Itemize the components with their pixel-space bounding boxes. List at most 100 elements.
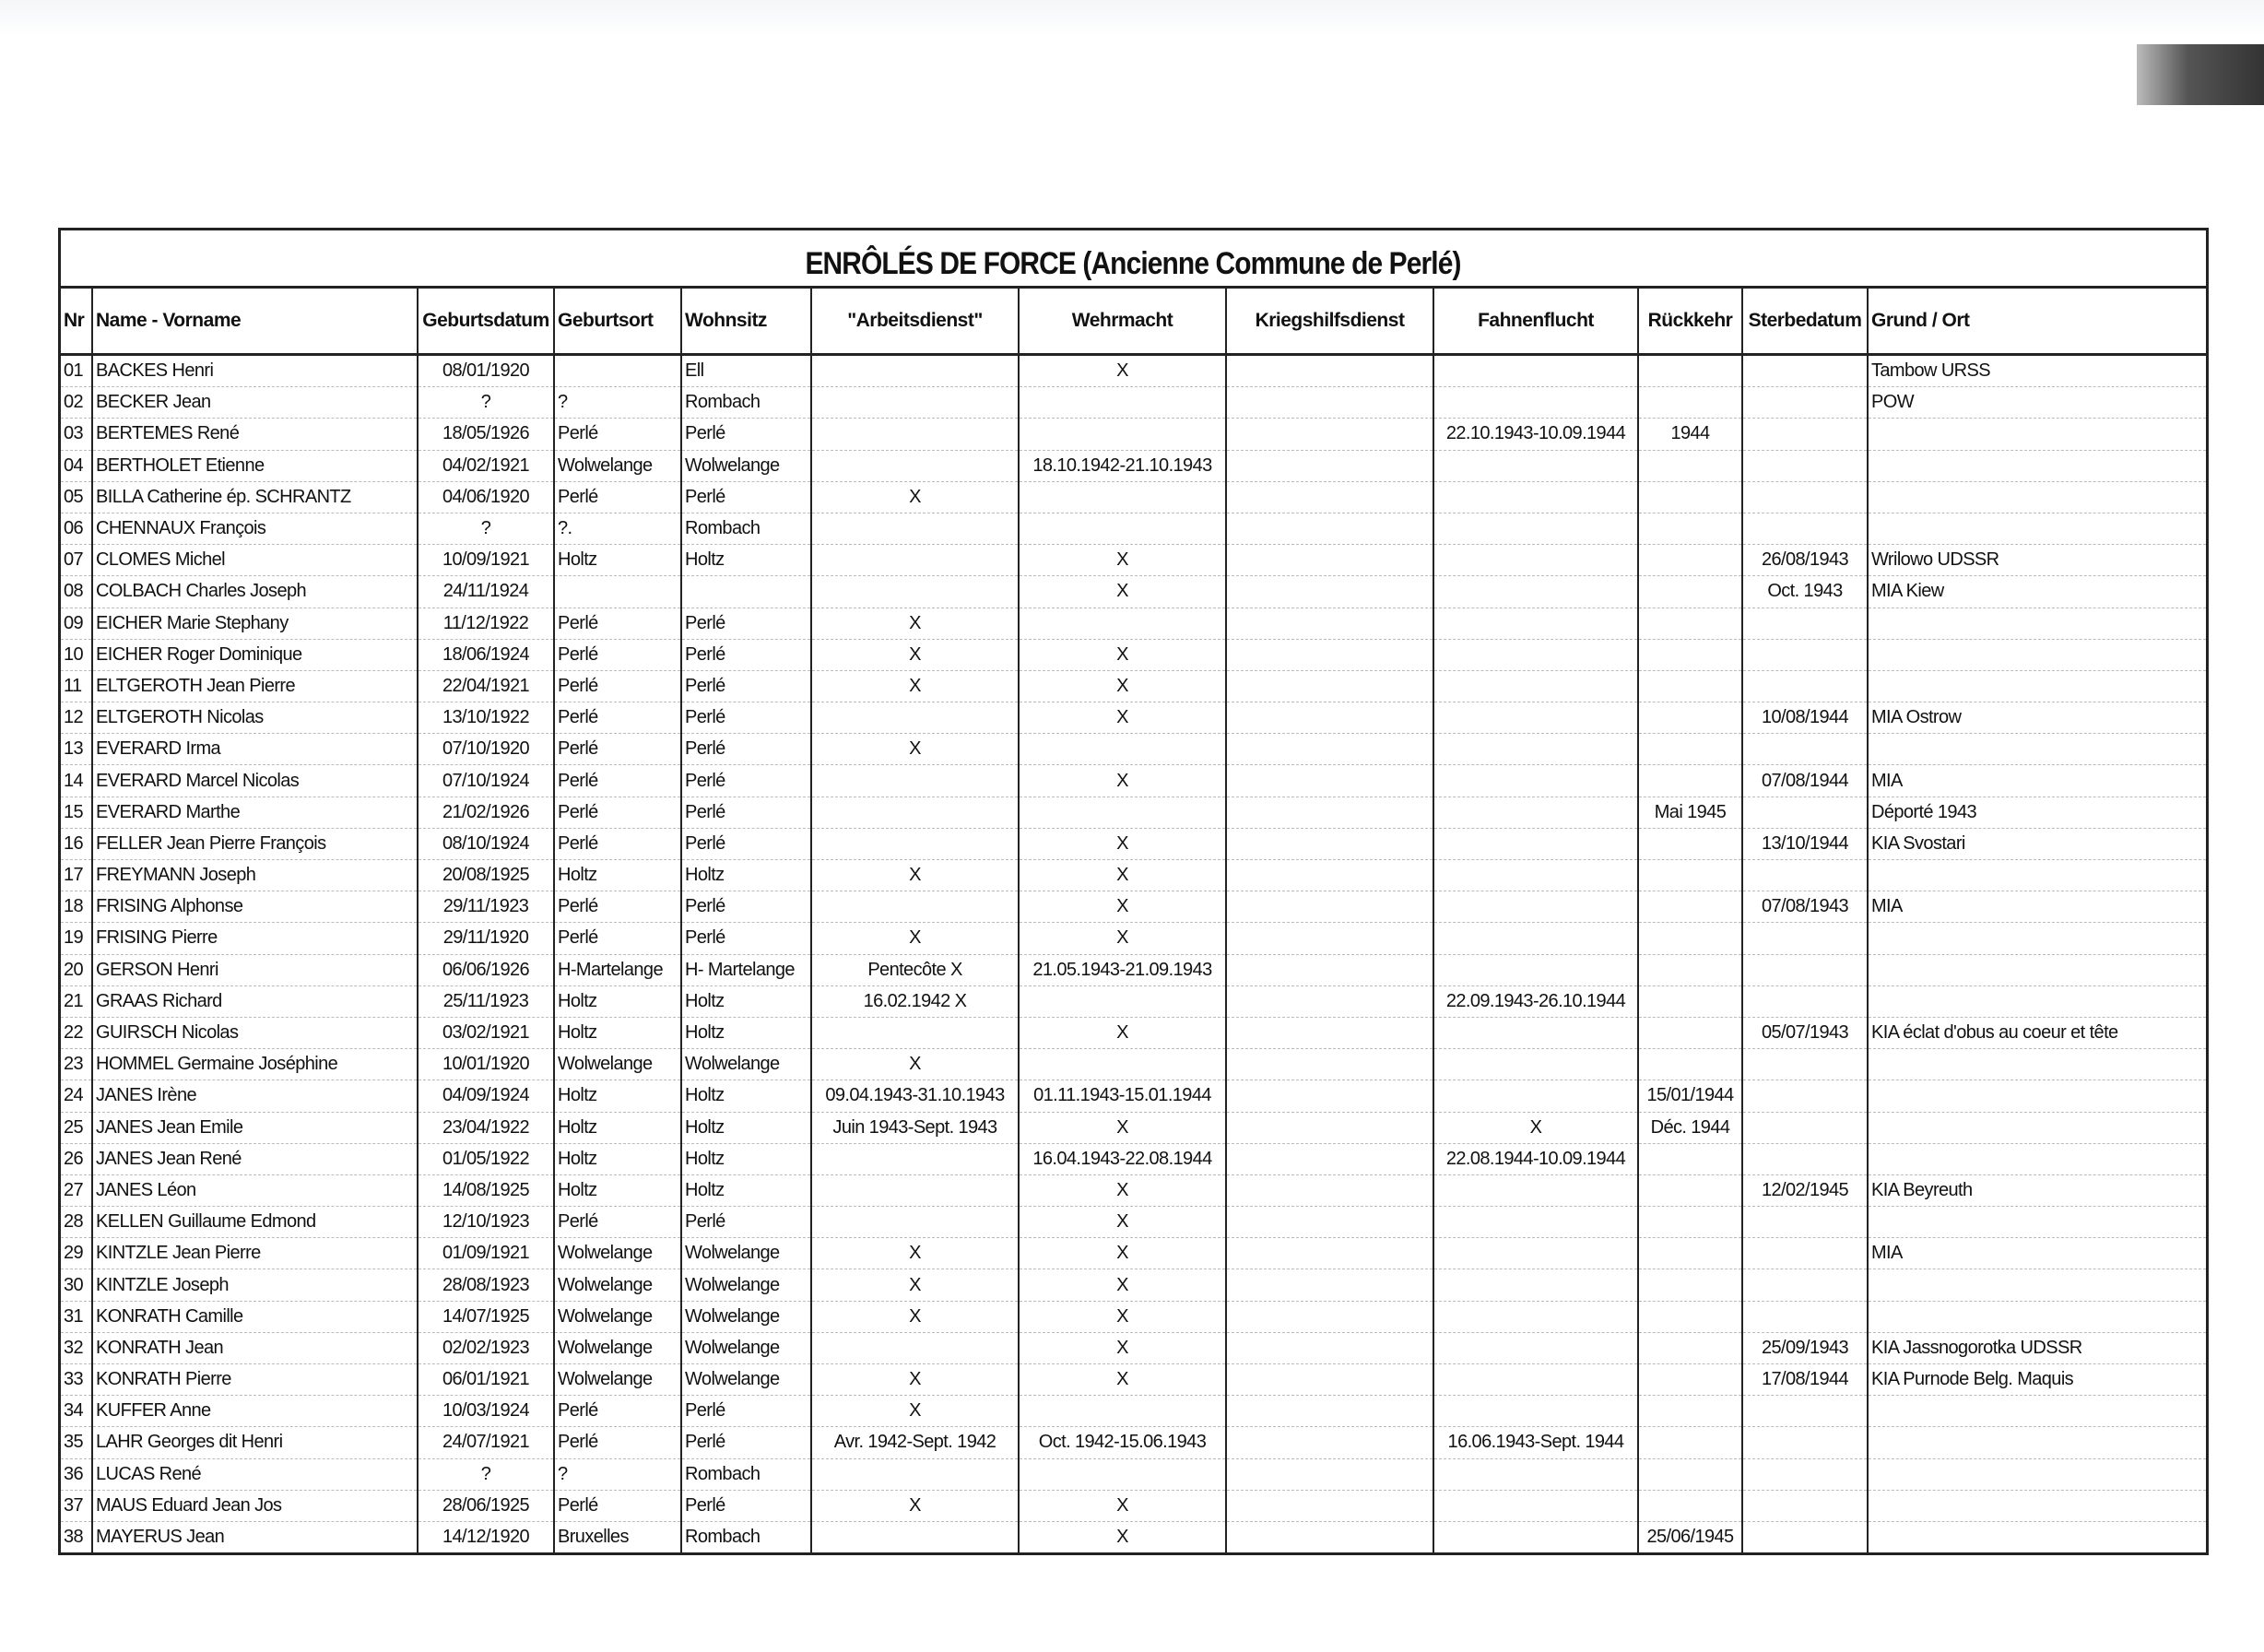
cell-residence: Holtz xyxy=(680,985,811,1018)
cell-wehrmacht: 16.04.1943-22.08.1944 xyxy=(1018,1143,1226,1175)
cell-name: FREYMANN Joseph xyxy=(91,859,418,892)
cell-name: MAYERUS Jean xyxy=(91,1521,418,1553)
cell-wehrmacht: X xyxy=(1018,891,1226,924)
cell-birth-date: 25/11/1923 xyxy=(417,985,554,1018)
cell-kriegshilfsdienst xyxy=(1225,1112,1433,1144)
cell-death-date: 07/08/1944 xyxy=(1741,764,1868,797)
cell-birth-date: 24/07/1921 xyxy=(417,1426,554,1459)
cell-birth-date: 07/10/1924 xyxy=(417,764,554,797)
cell-birth-place: ? xyxy=(553,1458,681,1491)
cell-arbeitsdienst: Juin 1943-Sept. 1943 xyxy=(810,1112,1019,1144)
cell-death-date xyxy=(1741,1490,1868,1522)
cell-wehrmacht xyxy=(1018,1458,1226,1491)
cell-reason-place xyxy=(1867,733,2206,766)
cell-birth-place: H-Martelange xyxy=(553,954,681,986)
cell-reason-place: Déporté 1943 xyxy=(1867,796,2206,829)
cell-kriegshilfsdienst xyxy=(1225,1268,1433,1302)
cell-birth-date: 28/06/1925 xyxy=(417,1490,554,1522)
cell-nr: 36 xyxy=(61,1458,92,1491)
cell-birth-date: 01/09/1921 xyxy=(417,1237,554,1270)
cell-death-date xyxy=(1741,1112,1868,1144)
cell-nr: 02 xyxy=(61,386,92,419)
table-row: 30 KINTZLE Joseph 28/08/1923 Wolwelange Wolw… xyxy=(61,1268,2206,1302)
cell-wehrmacht: X xyxy=(1018,1332,1226,1365)
cell-birth-place: Holtz xyxy=(553,859,681,892)
cell-arbeitsdienst: X xyxy=(810,481,1019,513)
cell-birth-place: Holtz xyxy=(553,1080,681,1113)
cell-rueckkehr xyxy=(1637,354,1742,388)
table-row: 28 KELLEN Guillaume Edmond 12/10/1923 Perlé… xyxy=(61,1206,2206,1239)
table-row: 08 COLBACH Charles Joseph 24/11/1924 X Oct. … xyxy=(61,575,2206,608)
cell-birth-date: 18/06/1924 xyxy=(417,639,554,671)
table-row: 03 BERTEMES René 18/05/1926 Perlé Perlé 22.10… xyxy=(61,418,2206,451)
cell-kriegshilfsdienst xyxy=(1225,1363,1433,1397)
header-row: Nr Name - Vorname Geburtsdatum Geburtsort Wo… xyxy=(61,289,2206,356)
cell-rueckkehr xyxy=(1637,386,1742,419)
cell-fahnenflucht: 22.10.1943-10.09.1944 xyxy=(1433,418,1638,451)
cell-death-date: 17/08/1944 xyxy=(1741,1363,1868,1397)
cell-name: FRISING Alphonse xyxy=(91,891,418,924)
cell-name: JANES Jean René xyxy=(91,1143,418,1175)
cell-name: EVERARD Irma xyxy=(91,733,418,766)
cell-reason-place: MIA xyxy=(1867,891,2206,924)
table-row: 26 JANES Jean René 01/05/1922 Holtz Holtz 16.… xyxy=(61,1143,2206,1175)
cell-kriegshilfsdienst xyxy=(1225,1206,1433,1239)
cell-fahnenflucht xyxy=(1433,513,1638,546)
cell-nr: 10 xyxy=(61,639,92,671)
table-row: 19 FRISING Pierre 29/11/1920 Perlé Perlé X X xyxy=(61,922,2206,955)
cell-arbeitsdienst xyxy=(810,1143,1019,1175)
cell-kriegshilfsdienst xyxy=(1225,1237,1433,1270)
cell-rueckkehr xyxy=(1637,1268,1742,1302)
cell-residence: Rombach xyxy=(680,1458,811,1491)
cell-death-date xyxy=(1741,796,1868,829)
cell-rueckkehr xyxy=(1637,1332,1742,1365)
cell-wehrmacht xyxy=(1018,513,1226,546)
cell-wehrmacht: X xyxy=(1018,1112,1226,1144)
cell-fahnenflucht xyxy=(1433,1521,1638,1553)
cell-reason-place xyxy=(1867,1048,2206,1081)
cell-arbeitsdienst: X xyxy=(810,1237,1019,1270)
cell-death-date xyxy=(1741,1395,1868,1428)
table-row: 07 CLOMES Michel 10/09/1921 Holtz Holtz X 26/0… xyxy=(61,544,2206,577)
cell-name: BECKER Jean xyxy=(91,386,418,419)
table-row: 05 BILLA Catherine ép. SCHRANTZ 04/06/1920… xyxy=(61,481,2206,513)
table-row: 25 JANES Jean Emile 23/04/1922 Holtz Holtz Ju… xyxy=(61,1112,2206,1144)
cell-kriegshilfsdienst xyxy=(1225,764,1433,797)
cell-rueckkehr xyxy=(1637,450,1742,482)
cell-kriegshilfsdienst xyxy=(1225,418,1433,451)
table-row: 13 EVERARD Irma 07/10/1920 Perlé Perlé X xyxy=(61,733,2206,766)
cell-kriegshilfsdienst xyxy=(1225,639,1433,671)
cell-reason-place xyxy=(1867,1521,2206,1553)
cell-name: EICHER Roger Dominique xyxy=(91,639,418,671)
cell-death-date xyxy=(1741,639,1868,671)
cell-kriegshilfsdienst xyxy=(1225,481,1433,513)
cell-death-date xyxy=(1741,1426,1868,1459)
cell-kriegshilfsdienst xyxy=(1225,1395,1433,1428)
cell-rueckkehr: Mai 1945 xyxy=(1637,796,1742,829)
cell-death-date: 07/08/1943 xyxy=(1741,891,1868,924)
cell-wehrmacht: X xyxy=(1018,1017,1226,1050)
cell-kriegshilfsdienst xyxy=(1225,1458,1433,1491)
cell-nr: 28 xyxy=(61,1206,92,1239)
cell-name: ELTGEROTH Jean Pierre xyxy=(91,670,418,703)
table-row: 22 GUIRSCH Nicolas 03/02/1921 Holtz Holtz X 05… xyxy=(61,1017,2206,1050)
cell-birth-place: Bruxelles xyxy=(553,1521,681,1553)
cell-death-date: 10/08/1944 xyxy=(1741,702,1868,735)
cell-nr: 12 xyxy=(61,702,92,735)
cell-nr: 34 xyxy=(61,1395,92,1428)
cell-fahnenflucht xyxy=(1433,1301,1638,1333)
cell-reason-place xyxy=(1867,1301,2206,1333)
cell-wehrmacht: X xyxy=(1018,354,1226,388)
cell-residence: Perlé xyxy=(680,418,811,451)
cell-fahnenflucht: 22.09.1943-26.10.1944 xyxy=(1433,985,1638,1018)
cell-name: LAHR Georges dit Henri xyxy=(91,1426,418,1459)
cell-residence: Perlé xyxy=(680,764,811,797)
cell-residence: Perlé xyxy=(680,891,811,924)
cell-nr: 37 xyxy=(61,1490,92,1522)
cell-birth-place: Wolwelange xyxy=(553,1332,681,1365)
cell-birth-place: Holtz xyxy=(553,1174,681,1208)
cell-rueckkehr xyxy=(1637,891,1742,924)
cell-nr: 20 xyxy=(61,954,92,986)
cell-wehrmacht: X xyxy=(1018,1490,1226,1522)
cell-wehrmacht: 21.05.1943-21.09.1943 xyxy=(1018,954,1226,986)
